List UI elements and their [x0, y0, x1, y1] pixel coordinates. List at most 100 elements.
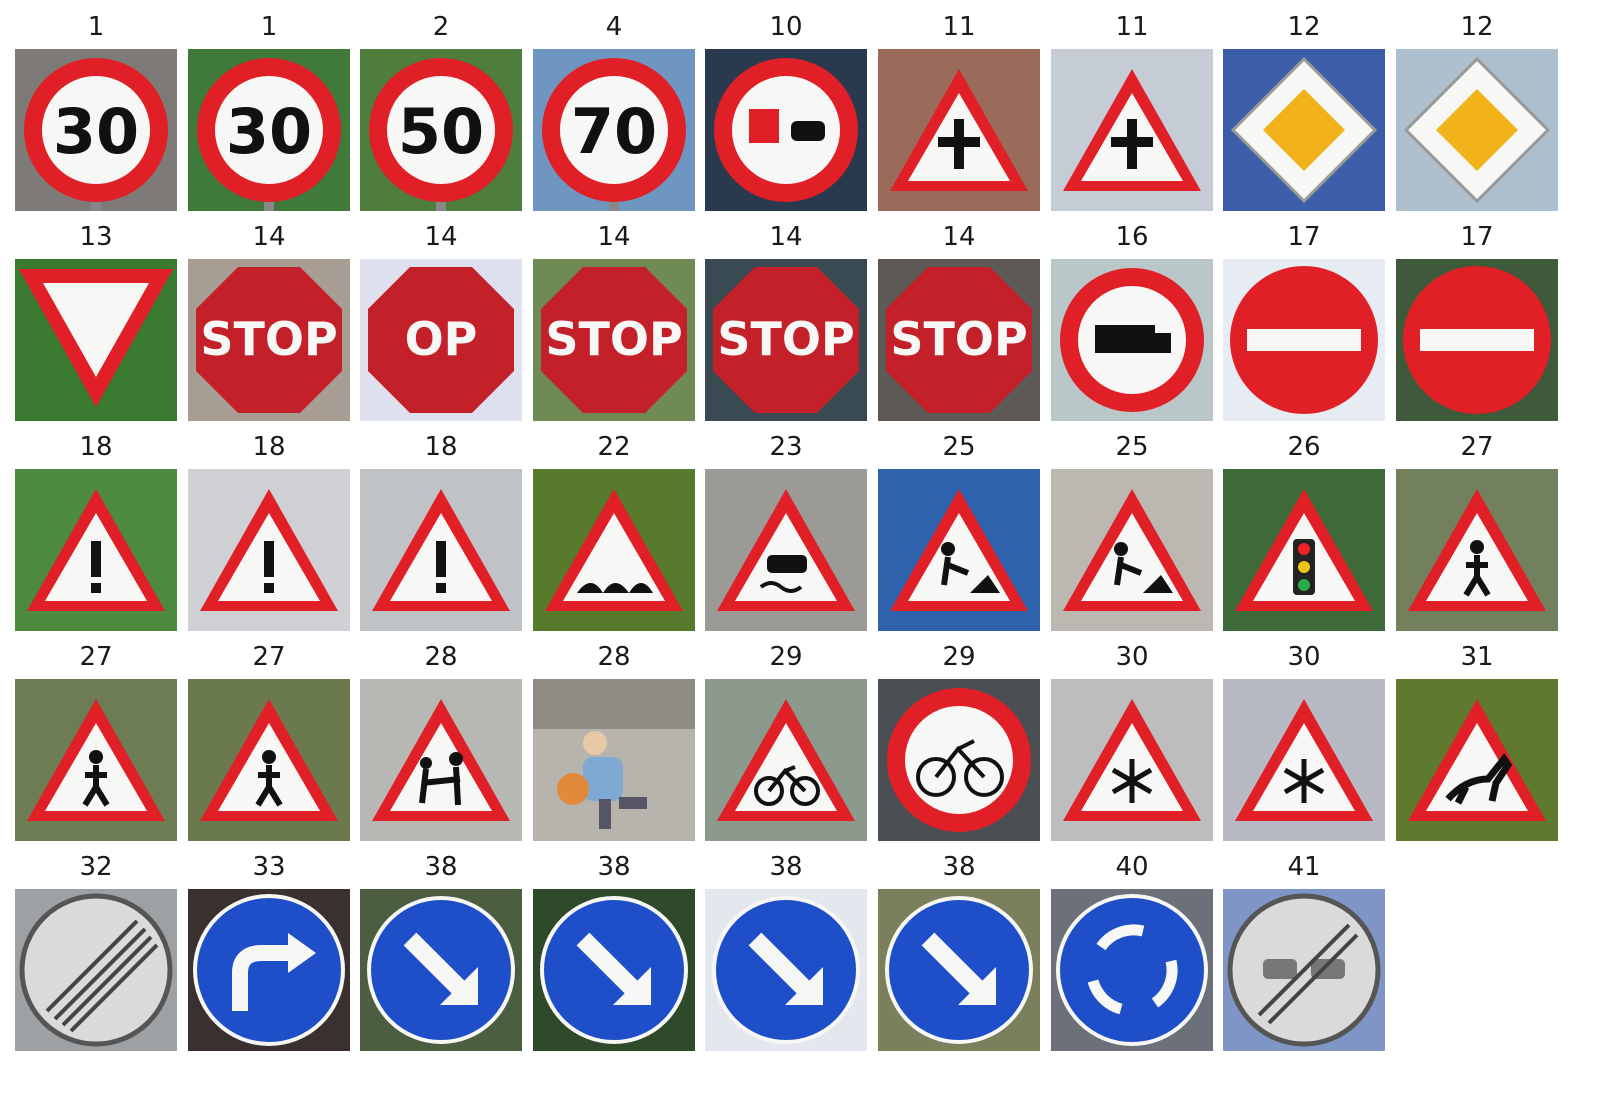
class-label: 29 [769, 642, 803, 672]
sign-tile: 27 [1396, 432, 1558, 631]
photo-child-sign-icon [533, 679, 695, 829]
class-label: 22 [597, 432, 631, 462]
sign-image [1223, 679, 1385, 841]
sign-image [1396, 679, 1558, 841]
road-work-sign-icon [890, 489, 1028, 611]
sign-tile: 40 [1051, 852, 1213, 1051]
keep-right-sign-icon [885, 896, 1033, 1044]
ice-snow-sign-icon [1235, 699, 1373, 821]
class-label: 1 [260, 12, 278, 42]
svg-text:30: 30 [53, 95, 139, 168]
keep-right-sign-icon [712, 896, 860, 1044]
sign-tile: 14 STOP [188, 222, 350, 421]
sign-tile: 33 [188, 852, 350, 1051]
sign-tile: 30 [1051, 642, 1213, 841]
sign-image [15, 889, 177, 1051]
class-label: 12 [1460, 12, 1494, 42]
class-label: 14 [597, 222, 631, 252]
class-label: 14 [424, 222, 458, 252]
sign-image [1223, 469, 1385, 631]
keep-right-sign-icon [367, 896, 515, 1044]
sign-image [1223, 49, 1385, 211]
sign-image [15, 679, 177, 841]
sign-image [878, 889, 1040, 1051]
sign-tile: 14 STOP [878, 222, 1040, 421]
keep-right-sign-icon [540, 896, 688, 1044]
class-label: 38 [942, 852, 976, 882]
stop-sign-icon: STOP [196, 267, 342, 413]
end-all-limits-sign-icon [19, 893, 173, 1047]
sign-image: STOP [533, 259, 695, 421]
sign-image [1051, 259, 1213, 421]
road-work-sign-icon [1063, 489, 1201, 611]
sign-image [188, 889, 350, 1051]
sign-image: STOP [188, 259, 350, 421]
class-label: 33 [252, 852, 286, 882]
no-entry-sign-icon [1403, 266, 1551, 414]
sign-image [1396, 469, 1558, 631]
sign-tile: 1 30 [15, 12, 177, 211]
sign-image [705, 469, 867, 631]
sign-tile: 25 [1051, 432, 1213, 631]
class-label: 2 [432, 12, 450, 42]
sign-tile: 38 [878, 852, 1040, 1051]
no-passing-trucks-sign-icon [714, 58, 858, 202]
sign-image [878, 469, 1040, 631]
sign-image [533, 679, 695, 841]
class-label: 18 [79, 432, 113, 462]
general-caution-sign-icon [200, 489, 338, 611]
sign-image [360, 889, 522, 1051]
sign-image [15, 259, 177, 421]
class-label: 11 [942, 12, 976, 42]
class-label: 14 [252, 222, 286, 252]
no-trucks-sign-icon [1060, 268, 1204, 412]
sign-image [705, 889, 867, 1051]
speed-limit-sign-icon: 70 [542, 58, 686, 211]
sign-tile: 18 [15, 432, 177, 631]
svg-text:STOP: STOP [200, 312, 337, 366]
class-label: 14 [942, 222, 976, 252]
wild-animals-sign-icon [1408, 699, 1546, 821]
warning-crossroads-sign-icon [1063, 69, 1201, 191]
class-label: 1 [87, 12, 105, 42]
sign-tile: 27 [15, 642, 177, 841]
sign-tile: 29 [878, 642, 1040, 841]
sign-tile: 28 [360, 642, 522, 841]
sign-tile: 18 [188, 432, 350, 631]
sign-image: 30 [188, 49, 350, 211]
priority-road-sign-icon [1403, 56, 1551, 204]
class-label: 27 [1460, 432, 1494, 462]
svg-text:STOP: STOP [717, 312, 854, 366]
sign-tile: 31 [1396, 642, 1558, 841]
sign-image [188, 469, 350, 631]
sign-tile: 26 [1223, 432, 1385, 631]
class-label: 16 [1115, 222, 1149, 252]
stop-sign-icon: STOP [713, 267, 859, 413]
sign-tile: 29 [705, 642, 867, 841]
general-caution-sign-icon [27, 489, 165, 611]
sign-tile: 14 STOP [533, 222, 695, 421]
sign-image [15, 469, 177, 631]
sign-image [533, 469, 695, 631]
svg-text:OP: OP [405, 312, 478, 366]
speed-limit-sign-icon: 30 [197, 58, 341, 211]
sign-tile: 23 [705, 432, 867, 631]
end-no-passing-sign-icon [1227, 893, 1381, 1047]
pedestrians-sign-icon [27, 699, 165, 821]
class-label: 27 [79, 642, 113, 672]
pedestrians-sign-icon [1408, 489, 1546, 611]
class-label: 25 [942, 432, 976, 462]
svg-text:30: 30 [226, 95, 312, 168]
sign-tile: 4 70 [533, 12, 695, 211]
svg-text:70: 70 [571, 95, 657, 168]
svg-text:50: 50 [398, 95, 484, 168]
ice-snow-sign-icon [1063, 699, 1201, 821]
class-label: 11 [1115, 12, 1149, 42]
sign-tile: 22 [533, 432, 695, 631]
roundabout-sign-icon [1056, 894, 1208, 1046]
sign-tile: 16 [1051, 222, 1213, 421]
class-label: 30 [1287, 642, 1321, 672]
slippery-road-sign-icon [717, 489, 855, 611]
turn-right-ahead-sign-icon [193, 894, 345, 1046]
sign-image [1223, 259, 1385, 421]
